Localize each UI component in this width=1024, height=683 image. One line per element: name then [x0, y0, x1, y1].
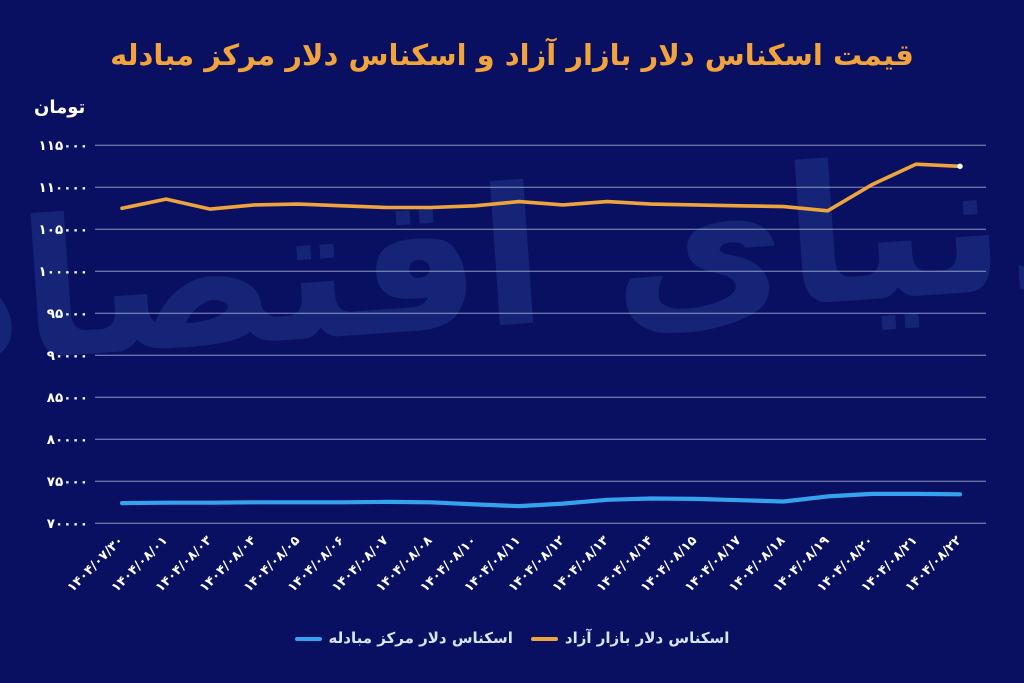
y-axis-tick-label: ۱۱۰۰۰۰ — [39, 180, 88, 196]
chart-title: قیمت اسکناس دلار بازار آزاد و اسکناس دلا… — [110, 38, 914, 72]
series-line-exchange-center — [119, 491, 963, 509]
legend-label-free-market: اسکناس دلار بازار آزاد — [564, 629, 730, 647]
y-axis-unit-label: تومان — [34, 97, 86, 118]
y-axis-tick-label: ۹۰۰۰۰ — [47, 348, 88, 364]
y-axis-tick-label: ۸۰۰۰۰ — [47, 432, 88, 448]
legend-item-exchange-center: اسکناس دلار مرکز مبادله — [294, 629, 513, 647]
last-point-marker — [957, 163, 963, 170]
legend-line-swatch-free-market — [530, 636, 558, 641]
y-axis-tick-label: ۸۵۰۰۰ — [47, 390, 88, 406]
legend-line-swatch-exchange-center — [294, 636, 322, 641]
y-axis-tick-label: ۷۰۰۰۰ — [47, 516, 88, 532]
series-line-free-market — [120, 162, 962, 213]
y-axis-tick-label: ۹۵۰۰۰ — [47, 306, 88, 322]
y-axis-tick-label: ۱۱۵۰۰۰ — [39, 138, 88, 154]
legend: اسکناس دلار مرکز مبادله اسکناس دلار بازا… — [0, 631, 1024, 646]
y-axis-tick-label: ۷۵۰۰۰ — [47, 474, 88, 490]
legend-label-exchange-center: اسکناس دلار مرکز مبادله — [328, 629, 513, 647]
y-axis-tick-label: ۱۰۰۰۰۰ — [39, 264, 88, 280]
y-axis-tick-label: ۱۰۵۰۰۰ — [39, 222, 88, 238]
legend-item-free-market: اسکناس دلار بازار آزاد — [530, 629, 730, 647]
